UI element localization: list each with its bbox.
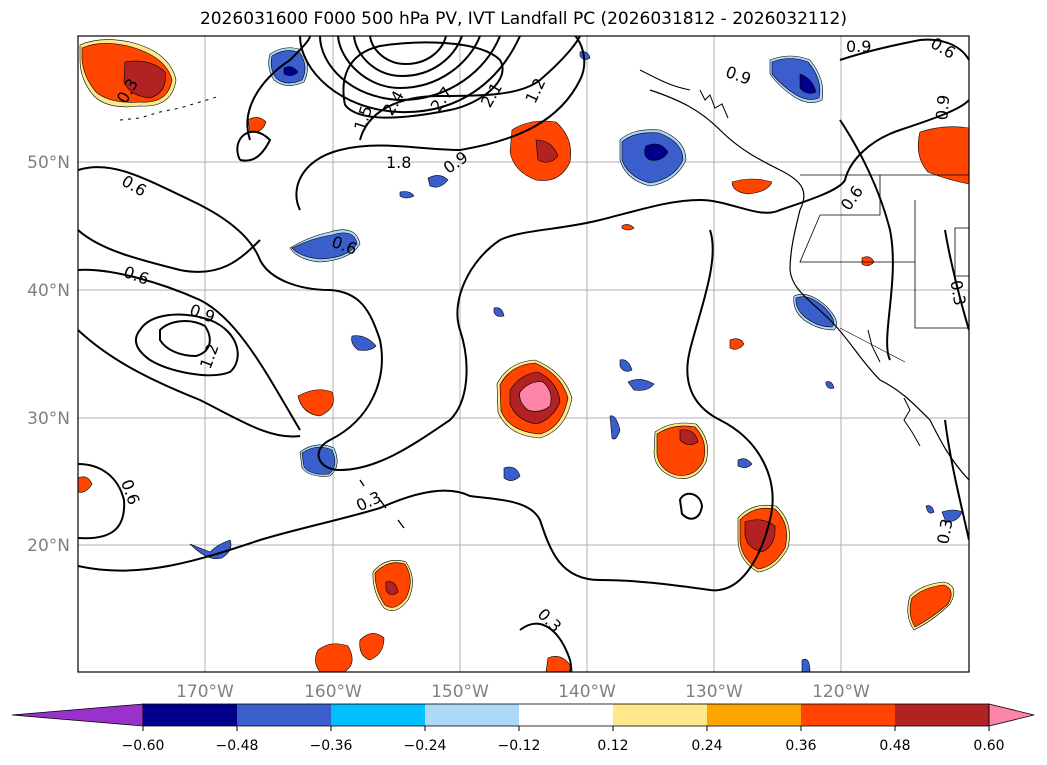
colorbar-segment xyxy=(143,704,238,726)
lat-label: 40°N xyxy=(27,281,70,301)
colorbar-segment xyxy=(237,704,332,726)
colorbar-segment xyxy=(613,704,708,726)
colorbar-segment xyxy=(895,704,990,726)
coastlines xyxy=(119,69,969,529)
colorbar-tick-label: −0.36 xyxy=(310,738,353,754)
contour-label: 0.9 xyxy=(846,37,871,56)
longitude-labels: 170°W 160°W 150°W 140°W 130°W 120°W xyxy=(176,682,870,702)
colorbar-segments xyxy=(11,703,1035,727)
lon-label: 160°W xyxy=(304,682,362,702)
contour-label: 1.8 xyxy=(386,153,411,172)
colorbar-segment xyxy=(801,704,896,726)
map-panel: 0.9 0.6 0.9 0.3 1.5 2.4 2.7 2.1 1.2 1.8 … xyxy=(77,35,970,673)
contour-label: 0.9 xyxy=(932,94,953,121)
lat-label: 20°N xyxy=(27,536,70,556)
political-borders xyxy=(799,174,969,363)
colorbar-tick-label: −0.24 xyxy=(404,738,447,754)
colorbar-tick-label: 0.60 xyxy=(973,738,1004,754)
contour-label: 0.3 xyxy=(946,279,969,307)
colorbar-tick-label: −0.48 xyxy=(216,738,259,754)
latitude-labels: 50°N 40°N 30°N 20°N xyxy=(27,153,70,556)
correlation-shading xyxy=(78,39,969,672)
colorbar-tick-label: −0.12 xyxy=(498,738,541,754)
colorbar-frame xyxy=(142,703,990,727)
colorbar-tick-label: −0.60 xyxy=(122,738,165,754)
colorbar-segment xyxy=(425,704,520,726)
lon-label: 150°W xyxy=(431,682,489,702)
colorbar-segment xyxy=(519,704,614,726)
pv-contours xyxy=(78,36,969,672)
colorbar-ticks: −0.60 −0.48 −0.36 −0.24 −0.12 0.12 0.24 0.36 0.4… xyxy=(122,726,1005,754)
colorbar-tick-label: 0.24 xyxy=(691,738,722,754)
contour-label: 0.3 xyxy=(933,517,956,545)
colorbar-tick-label: 0.36 xyxy=(785,738,816,754)
colorbar-segment xyxy=(331,704,426,726)
colorbar-tick-label: 0.12 xyxy=(597,738,628,754)
lon-label: 140°W xyxy=(558,682,616,702)
lon-label: 130°W xyxy=(685,682,743,702)
positive-patches xyxy=(78,39,969,672)
colorbar-segment xyxy=(707,704,802,726)
map-title: 2026031600 F000 500 hPa PV, IVT Landfall… xyxy=(199,9,847,29)
lon-label: 170°W xyxy=(176,682,234,702)
lat-label: 50°N xyxy=(27,153,70,173)
lon-label: 120°W xyxy=(812,682,870,702)
colorbar-tick-label: 0.48 xyxy=(879,738,910,754)
negative-patches xyxy=(189,47,963,672)
colorbar: −0.60 −0.48 −0.36 −0.24 −0.12 0.12 0.24 0.36 0.4… xyxy=(11,703,1035,754)
lat-label: 30°N xyxy=(27,409,70,429)
colorbar-extend-high xyxy=(988,703,1035,727)
colorbar-extend-low xyxy=(11,703,144,727)
